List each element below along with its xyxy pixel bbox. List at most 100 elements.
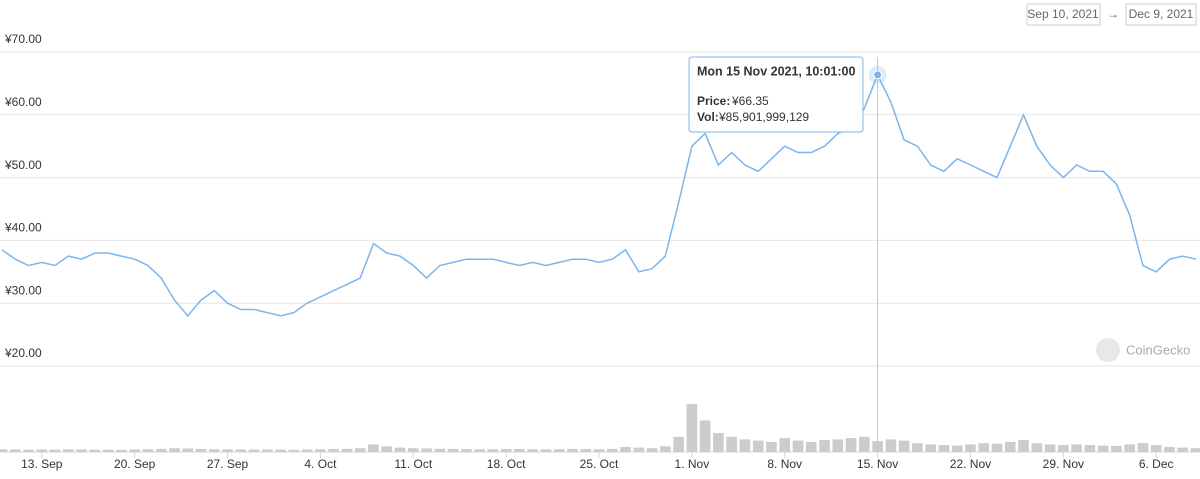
watermark-logo: [1096, 338, 1120, 362]
y-tick-label: ¥50.00: [4, 158, 42, 172]
volume-bar: [262, 449, 273, 452]
hover-point: [873, 70, 883, 80]
volume-bar: [23, 449, 34, 452]
volume-bar: [965, 444, 976, 452]
volume-bar: [1177, 447, 1189, 452]
volume-bar: [1044, 444, 1056, 452]
volume-bar: [368, 444, 379, 452]
volume-bar: [686, 404, 698, 452]
volume-bar: [739, 439, 751, 452]
volume-bar: [1164, 446, 1175, 452]
volume-bar: [726, 436, 737, 452]
volume-bar: [898, 440, 910, 452]
volume-bar: [182, 448, 194, 452]
y-tick-label: ¥20.00: [4, 346, 42, 360]
volume-bar: [169, 448, 180, 452]
volume-bar: [407, 448, 419, 452]
volume-bar: [766, 441, 777, 452]
volume-bar: [593, 449, 605, 452]
watermark: CoinGecko: [1096, 338, 1190, 362]
volume-bar: [673, 436, 684, 452]
y-tick-label: ¥30.00: [4, 283, 42, 297]
tooltip-value: ¥85,901,999,129: [718, 110, 809, 124]
x-tick-label: 1. Nov: [675, 457, 710, 471]
volume-bar: [328, 448, 339, 452]
volume-bar: [155, 448, 167, 452]
volume-bar: [142, 449, 154, 452]
volume-bar: [1097, 445, 1109, 452]
volume-bar: [978, 443, 990, 452]
volume-bar: [1137, 443, 1149, 452]
volume-bar: [819, 440, 830, 452]
volume-bar: [0, 449, 8, 452]
volume-bar: [222, 449, 233, 452]
volume-bar: [1058, 445, 1069, 452]
volume-bar: [1190, 448, 1200, 452]
y-tick-label: ¥40.00: [4, 221, 42, 235]
tooltip-label: Price:: [697, 94, 730, 108]
volume-bar: [301, 449, 313, 452]
volume-bar: [195, 448, 207, 452]
volume-bar: [514, 448, 525, 452]
tooltip: Mon 15 Nov 2021, 10:01:00 Price: ¥66.35 Vol…: [688, 56, 864, 133]
volume-bar: [832, 439, 844, 452]
volume-bar: [620, 446, 631, 452]
volume-bar: [235, 449, 247, 452]
volume-bar: [1111, 445, 1122, 452]
volume-bar: [288, 449, 300, 452]
volume-bar: [699, 420, 711, 452]
x-tick-label: 29. Nov: [1043, 457, 1084, 471]
volume-bar: [1018, 440, 1029, 452]
volume-bar: [208, 449, 220, 452]
volume-bar: [354, 448, 366, 452]
volume-bar: [527, 449, 538, 452]
volume-bar: [129, 449, 140, 452]
volume-bar: [275, 449, 286, 452]
volume-bar: [1031, 443, 1043, 452]
volume-bar: [1084, 445, 1096, 452]
x-tick-label: 11. Oct: [394, 457, 432, 471]
volume-bar: [580, 449, 592, 452]
volume-bar: [606, 448, 618, 452]
x-tick-label: 6. Dec: [1139, 457, 1174, 471]
range-end-box[interactable]: [1125, 3, 1197, 26]
volume-bar: [925, 444, 936, 452]
volume-bar: [859, 436, 870, 452]
volume-bar: [713, 433, 724, 452]
range-start[interactable]: Sep 10, 2021: [1027, 7, 1099, 21]
volume-bar: [1150, 445, 1162, 452]
x-tick-label: 4. Oct: [304, 457, 337, 471]
volume-bar: [951, 445, 963, 452]
volume-bar: [938, 445, 950, 452]
volume-bar: [76, 449, 87, 452]
tooltip-title: Mon 15 Nov 2021, 10:01:00: [697, 64, 855, 78]
volume-bar: [36, 449, 48, 452]
volume-bar: [779, 438, 791, 452]
x-tick-label: 8. Nov: [767, 457, 802, 471]
volume-bar: [89, 449, 101, 452]
volume-bar: [1004, 441, 1016, 452]
x-tick-label: 22. Nov: [950, 457, 991, 471]
volume-bar: [553, 449, 565, 452]
range-start-box[interactable]: [1026, 3, 1101, 26]
x-tick-label: 25. Oct: [580, 457, 619, 471]
volume-bar: [9, 449, 21, 452]
volume-bar: [421, 448, 432, 452]
volume-bar: [633, 447, 645, 452]
volume-bar: [49, 449, 61, 452]
volume-bar: [63, 449, 74, 452]
volume-bar: [381, 446, 393, 452]
volume-bar: [341, 448, 353, 452]
volume-bar: [792, 440, 804, 452]
volume-bar: [500, 449, 512, 452]
volume-bar: [646, 448, 658, 452]
x-tick-label: 20. Sep: [114, 457, 156, 471]
range-end[interactable]: Dec 9, 2021: [1129, 7, 1194, 21]
x-tick-label: 13. Sep: [21, 457, 63, 471]
volume-bar: [447, 448, 459, 452]
volume-bar: [474, 449, 485, 452]
volume-bar: [394, 447, 406, 452]
volume-bar: [912, 443, 923, 452]
range-separator: →: [1107, 7, 1119, 21]
